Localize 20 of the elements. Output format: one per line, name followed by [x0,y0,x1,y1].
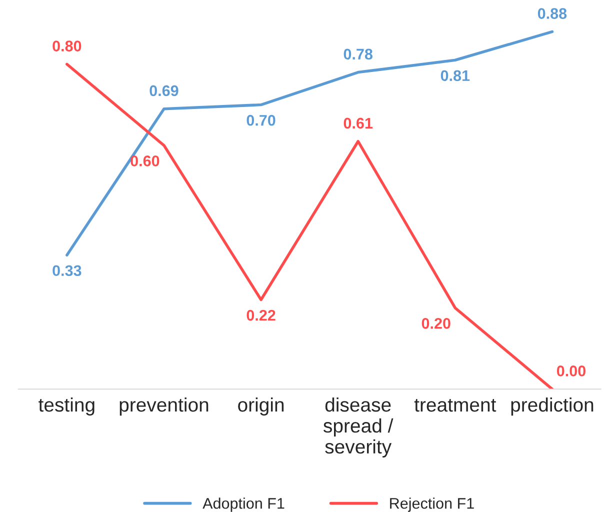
data-label: 0.70 [246,114,276,126]
data-label: 0.00 [556,366,586,376]
data-label: 0.60 [130,156,160,166]
x-tick-label: treatment [414,398,496,412]
x-tick-label: testing [38,397,94,416]
data-label: 0.88 [538,8,567,19]
x-tick-label: prediction [511,397,594,416]
legend-label: Rejection F1 [390,498,474,512]
legend-label: Adoption F1 [202,498,284,512]
data-label: 0.78 [344,48,372,60]
x-tick-label: disease spread / severity [324,397,394,458]
x-tick-label: origin [238,397,284,416]
data-label: 0.61 [344,118,373,129]
data-label: 0.69 [150,85,178,96]
data-label: 0.80 [52,40,82,52]
x-tick-label: prevention [120,397,208,416]
data-label: 0.20 [422,318,450,329]
data-label: 0.33 [52,265,82,276]
data-label: 0.81 [440,70,470,82]
data-label: 0.22 [246,310,276,321]
